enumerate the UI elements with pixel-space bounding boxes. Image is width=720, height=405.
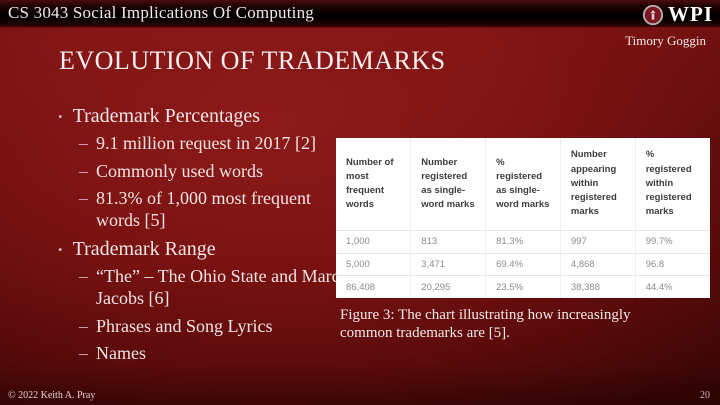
slide-header-bar: CS 3043 Social Implications Of Computing… [0, 0, 720, 28]
bullet-label: Trademark Range [72, 238, 216, 261]
author-name: Timory Goggin [625, 33, 706, 48]
table-row: 1,000 813 81.3% 997 99.7% [336, 230, 710, 254]
wpi-seal-icon [642, 4, 664, 26]
sub-bullet-item: –9.1 million request in 2017 [2] [79, 133, 358, 155]
bullet-item: • Trademark Percentages [58, 104, 358, 129]
table-cell: 23.5% [485, 275, 561, 298]
wpi-logo: WPI [642, 2, 713, 27]
dash-icon: – [79, 133, 88, 153]
dash-icon: – [79, 160, 88, 181]
table-cell: 5,000 [336, 252, 412, 276]
sub-bullet-item: – Names [79, 343, 358, 365]
table-cell: 1,000 [336, 230, 412, 254]
sub-bullet-label: Names [96, 343, 146, 364]
bullet-icon: • [58, 109, 63, 124]
table-column-header: Number appearing within registered marks [560, 138, 636, 231]
table-column-header: % registered as single-word marks [485, 138, 561, 231]
bullet-item: • Trademark Range [58, 237, 358, 262]
sub-bullet-item: – Commonly used words [79, 161, 358, 183]
bullet-icon: • [58, 242, 63, 258]
table-header-row: Number of most frequent words Number regi… [336, 138, 710, 231]
table-cell: 3,471 [410, 252, 487, 276]
table-body: 1,000 813 81.3% 997 99.7% 5,000 3,471 69.4% 4,86… [336, 230, 710, 298]
table-column-header: Number registered as single-word marks [410, 138, 487, 231]
table-cell: 81.3% [485, 230, 561, 254]
sub-bullet-label: “The” – The Ohio State and Marc Jacobs [… [96, 266, 340, 308]
trademark-table: Number of most frequent words Number regi… [336, 138, 710, 298]
sub-bullet-label: 9.1 million request in 2017 [2] [96, 133, 316, 153]
dash-icon: – [79, 188, 88, 209]
sub-bullet-label: 81.3% of 1,000 most frequent words [5] [96, 188, 311, 230]
figure-caption: Figure 3: The chart illustrating how inc… [340, 307, 631, 342]
table-cell: 96.8 [635, 252, 710, 276]
sub-bullet-label: Phrases and Song Lyrics [96, 315, 273, 336]
dash-icon: – [79, 343, 88, 364]
dash-icon: – [79, 266, 88, 287]
table-cell: 813 [410, 230, 487, 254]
page-title: EVOLUTION OF TRADEMARKS [59, 46, 446, 75]
table-row: 86,408 20,295 23.5% 38,388 44.4% [336, 275, 710, 298]
bullet-list: • Trademark Percentages –9.1 million reque… [58, 104, 358, 371]
bullet-label: Trademark Percentages [72, 105, 261, 127]
table-cell: 69.4% [485, 252, 561, 276]
sub-bullet-item: – “The” – The Ohio State and Marc Jacobs … [79, 266, 358, 309]
table-cell: 38,388 [560, 275, 636, 298]
table-cell: 44.4% [635, 275, 710, 298]
table-cell: 4,868 [560, 252, 636, 276]
sub-bullet-label: Commonly used words [96, 160, 264, 181]
table-cell: 20,295 [410, 275, 487, 298]
table-cell: 99.7% [635, 230, 710, 254]
sub-bullet-item: – Phrases and Song Lyrics [79, 316, 358, 338]
table-cell: 86,408 [336, 275, 412, 298]
dash-icon: – [79, 315, 88, 336]
course-title: CS 3043 Social Implications Of Computing [8, 3, 314, 22]
page-number: 20 [700, 390, 710, 401]
table-column-header: % registered within registered marks [645, 149, 692, 218]
wpi-logo-text: WPI [668, 2, 713, 26]
footer-copyright: © 2022 Keith A. Pray [8, 390, 96, 401]
table-row: 5,000 3,471 69.4% 4,868 96.8 [336, 252, 710, 276]
table-column-header: Number of most frequent words [336, 138, 412, 231]
sub-bullet-item: –81.3% of 1,000 most frequent words [5] [79, 188, 358, 231]
trademark-table-figure: Number of most frequent words Number regi… [336, 138, 710, 298]
table-cell: 997 [560, 230, 636, 254]
